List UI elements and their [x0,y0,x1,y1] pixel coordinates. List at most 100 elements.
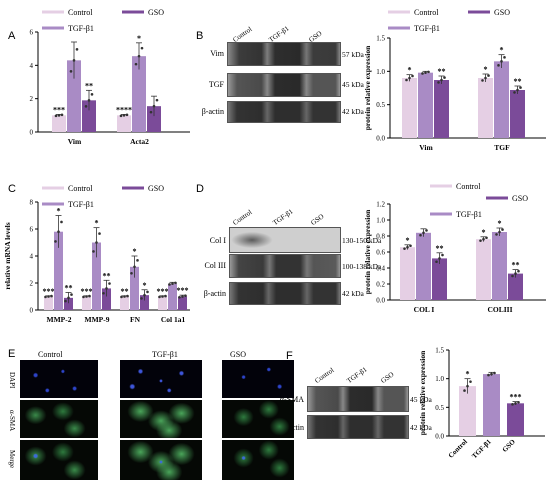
chart-D-bar-0-0 [400,247,415,300]
chart-C-point-2-0-1 [123,295,126,298]
chart-D-sig-1-0: * [482,228,486,237]
chart-C-point-0-2-1 [67,296,70,300]
chart-d-protein-col: 0.0 0.2 0.4 0.6 0.8 1.0 1.2 protein relative ex… [363,182,546,314]
chart-C-sig-0-2: ** [65,283,73,292]
chart-D-sig-1-2: ** [512,261,520,270]
chart-F-sig-0-0: * [466,370,470,379]
panel-label-d: D [196,183,204,195]
chart-f-protein-sma: 0.0 0.5 1.0 1.5 protein relative expression *… [418,347,545,460]
chart-D-point-0-1-2 [425,229,428,232]
chart-B-point-1-0-0 [481,79,484,82]
chart-D-legend-label-0: Control [456,182,481,191]
chart-A-point-1-2-2 [155,98,159,102]
chart-C-point-1-2-1 [105,287,108,290]
blot-f-band-actin [307,415,409,439]
chart-A-xtick-label-0: Vim [68,137,82,146]
chart-A-point-1-2-1 [152,104,156,108]
chart-C-sig-1-0: *** [81,287,93,296]
chart-D-point-0-0-2 [409,244,412,248]
chart-C-point-3-0-0 [158,295,161,299]
chart-C-point-0-0-2 [50,294,53,298]
chart-B-ytick-label-2: 1.0 [376,68,385,76]
chart-F-point-1-0-0 [487,373,490,377]
chart-F-point-2-0-0 [511,403,514,406]
chart-F-xtick-label-0: Control [447,438,469,460]
chart-C-bar-1-1 [92,242,101,310]
blot-b-kda-vim: 57 kDa [342,50,364,59]
chart-C-point-3-2-0 [178,296,181,299]
chart-C-bar-2-1 [130,266,139,310]
chart-C-point-2-1-0 [130,271,133,275]
if-col-gso: GSO [230,350,247,359]
chart-A-point-0-2-2 [90,93,94,96]
chart-A-point-0-1-2 [75,48,79,51]
chart-C-sig-3-0: *** [157,287,169,296]
chart-A-point-1-1-2 [140,46,144,50]
chart-B-legend-label-0: Control [414,8,439,17]
chart-D-point-0-1-0 [419,233,422,237]
chart-C-point-1-1-2 [98,232,101,235]
blot-d-kda-col3: 100-138 kDa [342,262,382,271]
chart-D-ytick-label-0: 0.0 [376,297,385,305]
chart-B-point-1-2-0 [513,91,516,94]
chart-C-point-2-2-2 [146,290,149,294]
chart-F-ytick-label-0: 0.0 [435,433,444,441]
chart-A-point-1-0-1 [122,114,126,117]
chart-D-ytick-label-1: 0.2 [376,281,385,289]
blot-b-kda-tgf: 45 kDa [342,80,364,89]
chart-D-bar-1-1 [492,232,507,300]
if-image-control-sma [20,400,98,438]
chart-B-point-0-2-1 [440,78,443,82]
chart-B-bar-1-1 [494,61,509,139]
chart-D-xtick-label-0: COL I [414,305,435,314]
chart-C-legend-label-1: TGF-β1 [68,200,94,209]
chart-C-bar-3-0 [158,296,167,310]
chart-F-ytick-label-1: 0.5 [435,404,444,412]
chart-B-point-0-0-1 [408,76,411,80]
chart-D-point-0-0-1 [406,245,409,249]
chart-A-ytick-label-2: 4 [30,62,34,70]
chart-F-ylabel: protein relative expression [418,350,427,435]
chart-C-sig-2-2: * [143,281,147,290]
chart-D-ytick-label-3: 0.6 [376,249,385,257]
chart-C-bar-0-2 [64,297,73,310]
chart-A-point-0-1-1 [72,59,76,62]
chart-C-point-3-1-0 [168,283,171,286]
if-image-tgf-dapi [120,360,202,398]
blot-f-kda-actin: 42 kDa [410,423,432,432]
chart-A-point-1-1-0 [134,62,138,66]
chart-C-ytick-label-4: 8 [30,199,34,207]
blot-b-row-tgf: TGF [208,80,224,89]
chart-A-bar-0-1 [67,60,81,133]
chart-C-sig-2-1: * [133,247,137,256]
chart-C-point-0-2-0 [64,299,67,303]
chart-C-sig-1-1: * [95,219,99,228]
blot-f-lane-tgf: TGF-β1 [345,365,369,385]
panel-label-b: B [196,30,204,42]
chart-A-sig-0-2: ** [85,81,93,90]
panel-label-c: C [8,183,16,195]
chart-F-point-1-0-1 [490,372,493,376]
chart-B-bar-0-1 [418,72,433,138]
blot-f-lane-control: Control [313,366,336,385]
chart-F-bar-2-0 [507,403,524,436]
chart-A-point-1-0-2 [125,113,129,117]
chart-F-ytick-label-2: 1.0 [435,375,444,383]
chart-B-point-1-2-2 [519,86,522,89]
if-image-control-merge [20,440,98,480]
chart-C-point-3-0-2 [164,294,167,298]
chart-F-point-1-0-2 [493,371,496,375]
chart-D-point-0-0-0 [403,247,406,250]
chart-C-bar-2-0 [120,296,129,310]
chart-D-point-1-2-2 [517,269,520,273]
chart-B-point-1-1-0 [497,64,500,67]
blot-d-row-col1: Col I [209,236,226,245]
chart-C-legend-label-0: Control [68,184,93,193]
chart-A-legend-label-0: Control [68,8,93,17]
blot-b-band-actin [227,101,341,123]
chart-D-ytick-label-6: 1.2 [376,201,385,209]
chart-B-point-0-0-2 [411,74,414,78]
chart-B-xtick-label-0: Vim [419,143,433,152]
chart-B-point-0-1-1 [424,71,427,74]
chart-C-point-0-2-2 [70,293,73,296]
